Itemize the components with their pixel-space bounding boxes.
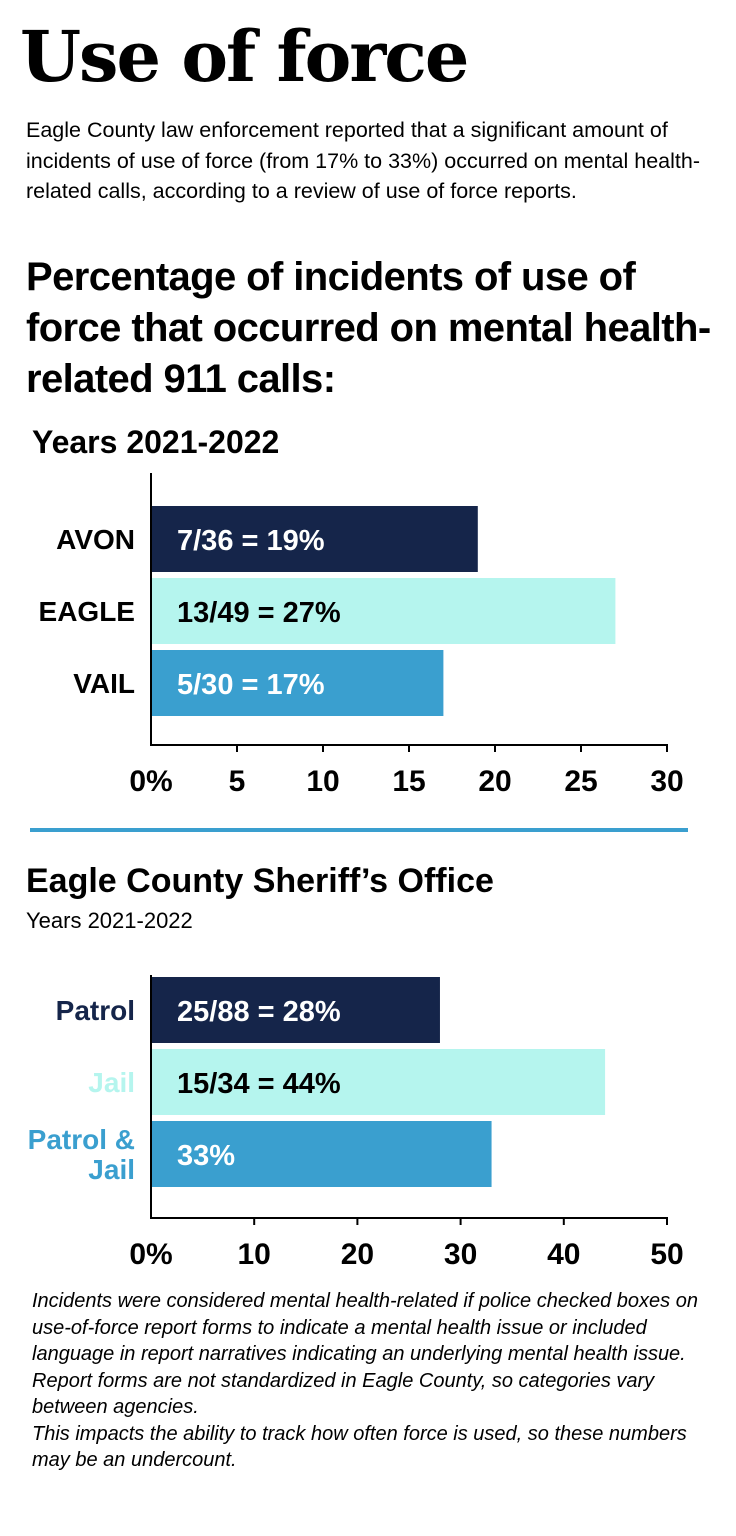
x-tick-label: 40 — [547, 1238, 580, 1271]
x-tick-label: 0% — [129, 1238, 172, 1271]
intro-text: Eagle County law enforcement reported th… — [26, 118, 701, 203]
category-label: Patrol — [56, 995, 135, 1026]
x-tick-label: 20 — [478, 765, 511, 798]
bar-label: 13/49 = 27% — [177, 597, 341, 629]
category-label: Jail — [88, 1154, 135, 1185]
footnote-caveat: This impacts the ability to track how of… — [32, 1422, 687, 1472]
bar-label: 5/30 = 17% — [177, 669, 325, 701]
chart2-title: Eagle County Sheriff’s Office — [26, 862, 494, 900]
section-divider — [30, 828, 688, 832]
footnote: Incidents were considered mental health-… — [32, 1288, 722, 1474]
x-tick-label: 10 — [306, 765, 339, 798]
bar-label: 15/34 = 44% — [177, 1068, 341, 1100]
category-label: Jail — [88, 1067, 135, 1098]
chart2-subtitle: Years 2021-2022 — [26, 908, 193, 933]
bar-0 — [152, 977, 440, 1043]
chart1-title: Years 2021-2022 — [32, 424, 280, 460]
x-tick-label: 30 — [650, 765, 683, 798]
bar-1 — [152, 1049, 606, 1115]
x-tick-label: 5 — [229, 765, 246, 798]
category-label: Patrol & — [28, 1124, 135, 1155]
x-tick-label: 25 — [564, 765, 597, 798]
chart-headline: Percentage of incidents of use of force … — [26, 255, 711, 401]
bar-label: 33% — [177, 1140, 235, 1172]
x-tick-label: 20 — [341, 1238, 374, 1271]
chart-sheriffs-office: 0% 10 20 30 40 50 25/88 = 28% Patrol 15/34 = 44%… — [28, 975, 684, 1271]
x-tick-label: 15 — [392, 765, 425, 798]
x-tick-label: 50 — [650, 1238, 683, 1271]
bar-label: 7/36 = 19% — [177, 525, 325, 557]
x-tick-label: 0% — [129, 765, 172, 798]
x-tick-label: 10 — [238, 1238, 271, 1271]
bar-0 — [152, 506, 478, 572]
category-label: AVON — [56, 524, 135, 555]
bar-label: 25/88 = 28% — [177, 996, 341, 1028]
x-tick-label: 30 — [444, 1238, 477, 1271]
page-title: Use of force — [20, 15, 469, 98]
category-label: EAGLE — [39, 596, 135, 627]
bar-1 — [152, 578, 616, 644]
bar-2 — [152, 1121, 492, 1187]
footnote-methodology: Incidents were considered mental health-… — [32, 1290, 698, 1418]
bar-2 — [152, 650, 444, 716]
chart-police-departments: 0% 5 10 15 20 25 30 7/36 = 19% AVON 13/49 = 27% EA… — [39, 473, 684, 798]
category-label: VAIL — [73, 668, 135, 699]
